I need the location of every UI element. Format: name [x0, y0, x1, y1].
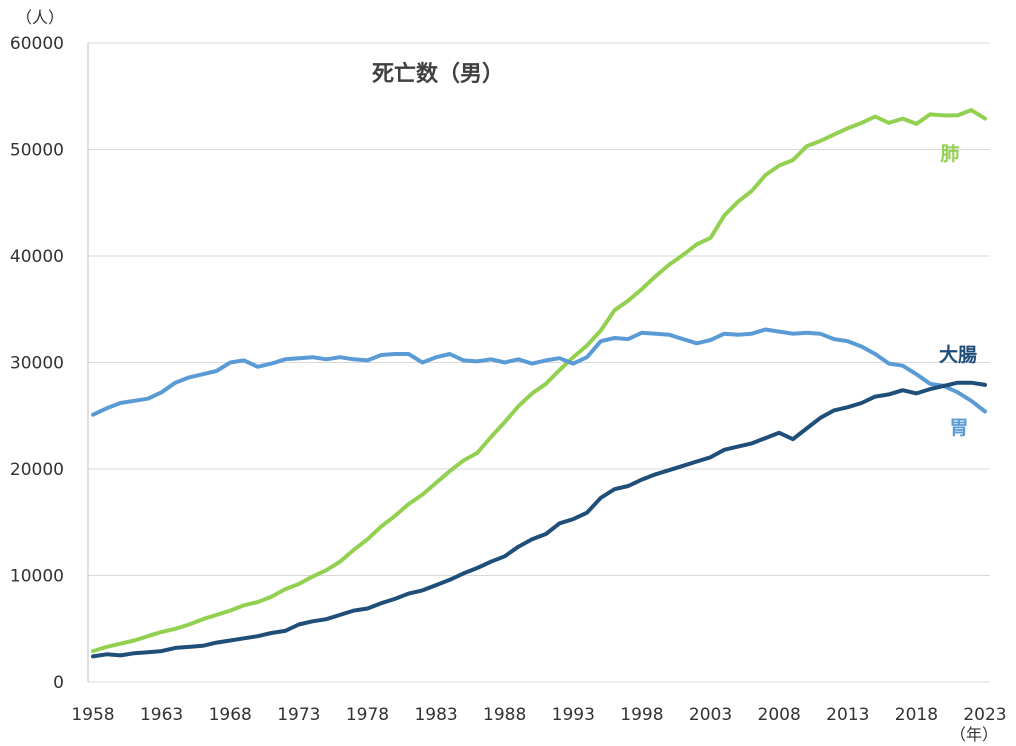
x-tick-label: 1978 [346, 705, 389, 725]
y-tick-labels: 0 10000 20000 30000 40000 50000 60000 [10, 34, 64, 693]
x-tick-label: 1983 [414, 705, 457, 725]
x-tick-label: 1963 [140, 705, 183, 725]
y-tick-label: 60000 [10, 34, 64, 54]
x-unit-label: （年） [950, 725, 998, 744]
x-tick-label: 1973 [277, 705, 320, 725]
x-tick-label: 2008 [758, 705, 801, 725]
y-tick-label: 50000 [10, 141, 64, 161]
y-unit-label: （人） [16, 8, 64, 27]
chart-title: 死亡数（男） [372, 61, 504, 87]
x-tick-label: 2018 [895, 705, 938, 725]
series-label-2: 大腸 [939, 343, 977, 366]
series-line-0 [91, 108, 987, 654]
x-tick-label: 1958 [71, 705, 114, 725]
series-line-2 [91, 380, 987, 659]
y-tick-label: 40000 [10, 247, 64, 267]
series-label-0: 肺 [940, 143, 959, 165]
y-tick-label: 30000 [10, 354, 64, 374]
x-tick-label: 1993 [552, 705, 595, 725]
x-tick-label: 1988 [483, 705, 526, 725]
y-tick-label: 10000 [10, 567, 64, 587]
series-line-1 [91, 327, 987, 417]
x-tick-label: 2023 [963, 705, 1006, 725]
series-lines [91, 108, 987, 659]
x-tick-label: 1998 [620, 705, 663, 725]
x-tick-label: 1968 [209, 705, 252, 725]
y-tick-label: 20000 [10, 460, 64, 480]
series-labels: 肺胃 大腸 [939, 143, 977, 439]
x-tick-label: 2003 [689, 705, 732, 725]
x-tick-labels: 1958 1963 1968 1973 1978 1983 1988 1993 1998 2003… [71, 705, 1006, 725]
y-tick-label: 0 [53, 673, 64, 693]
series-label-1: 胃 [949, 417, 968, 439]
x-tick-label: 2013 [826, 705, 869, 725]
